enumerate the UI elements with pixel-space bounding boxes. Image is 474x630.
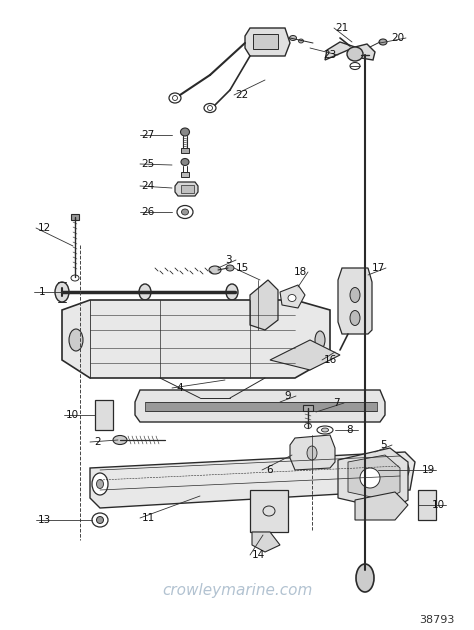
Ellipse shape (350, 311, 360, 326)
Text: 20: 20 (392, 33, 405, 43)
Text: 38793: 38793 (419, 615, 455, 625)
Ellipse shape (395, 461, 409, 479)
Ellipse shape (350, 62, 360, 69)
Ellipse shape (350, 287, 360, 302)
Polygon shape (252, 532, 280, 552)
Polygon shape (90, 452, 415, 508)
Text: 7: 7 (333, 398, 339, 408)
Polygon shape (135, 390, 385, 422)
Ellipse shape (226, 265, 234, 271)
Text: 15: 15 (236, 263, 249, 273)
Text: 19: 19 (421, 465, 435, 475)
Text: 1: 1 (39, 287, 46, 297)
Text: 2: 2 (95, 437, 101, 447)
Text: 12: 12 (37, 223, 51, 233)
Text: 25: 25 (141, 159, 155, 169)
Text: 8: 8 (346, 425, 353, 435)
Text: 16: 16 (323, 355, 337, 365)
Text: 11: 11 (141, 513, 155, 523)
Ellipse shape (317, 426, 333, 434)
Ellipse shape (113, 435, 127, 445)
Text: 4: 4 (177, 383, 183, 393)
Text: 13: 13 (37, 515, 51, 525)
Text: crowleymarine.com: crowleymarine.com (162, 583, 312, 597)
Text: 24: 24 (141, 181, 155, 191)
Polygon shape (355, 492, 408, 520)
Ellipse shape (177, 205, 193, 219)
Text: 18: 18 (293, 267, 307, 277)
Ellipse shape (299, 39, 303, 43)
Text: 14: 14 (251, 550, 264, 560)
Text: 5: 5 (381, 440, 387, 450)
Text: 23: 23 (323, 50, 337, 60)
Ellipse shape (304, 423, 311, 428)
Ellipse shape (92, 473, 108, 495)
Ellipse shape (399, 466, 405, 474)
Polygon shape (62, 300, 330, 378)
Polygon shape (290, 435, 335, 470)
Polygon shape (280, 285, 305, 308)
Text: 3: 3 (225, 255, 231, 265)
Ellipse shape (181, 128, 190, 136)
Ellipse shape (55, 282, 69, 302)
Polygon shape (175, 182, 198, 196)
Polygon shape (355, 44, 375, 60)
Polygon shape (348, 455, 400, 500)
Bar (71, 214, 79, 220)
Text: 21: 21 (336, 23, 348, 33)
Ellipse shape (226, 284, 238, 300)
Polygon shape (270, 340, 340, 370)
Ellipse shape (209, 266, 221, 274)
Polygon shape (325, 42, 355, 60)
Ellipse shape (97, 479, 103, 488)
Ellipse shape (356, 564, 374, 592)
Ellipse shape (347, 47, 363, 61)
Ellipse shape (290, 35, 297, 40)
Bar (181, 172, 189, 177)
Ellipse shape (288, 294, 296, 302)
Bar (303, 405, 313, 411)
Ellipse shape (97, 517, 103, 524)
Bar (145, 402, 377, 411)
Bar (250, 490, 288, 532)
Text: 22: 22 (236, 90, 249, 100)
Polygon shape (338, 268, 372, 334)
Ellipse shape (69, 329, 83, 351)
Bar (418, 490, 436, 520)
Ellipse shape (92, 513, 108, 527)
Ellipse shape (182, 209, 189, 215)
Ellipse shape (181, 159, 189, 166)
Bar (95, 400, 113, 430)
Ellipse shape (315, 331, 325, 349)
Text: 27: 27 (141, 130, 155, 140)
Polygon shape (250, 280, 278, 330)
Ellipse shape (321, 428, 328, 432)
Ellipse shape (307, 446, 317, 460)
Text: 26: 26 (141, 207, 155, 217)
Bar (181, 185, 194, 193)
Bar (253, 34, 278, 49)
Text: 17: 17 (371, 263, 384, 273)
Text: 6: 6 (267, 465, 273, 475)
Text: 9: 9 (285, 391, 292, 401)
Polygon shape (245, 28, 290, 56)
Ellipse shape (139, 284, 151, 300)
Text: 10: 10 (431, 500, 445, 510)
Ellipse shape (360, 468, 380, 488)
Polygon shape (338, 448, 408, 510)
Text: 10: 10 (65, 410, 79, 420)
Bar (181, 148, 189, 153)
Ellipse shape (379, 39, 387, 45)
